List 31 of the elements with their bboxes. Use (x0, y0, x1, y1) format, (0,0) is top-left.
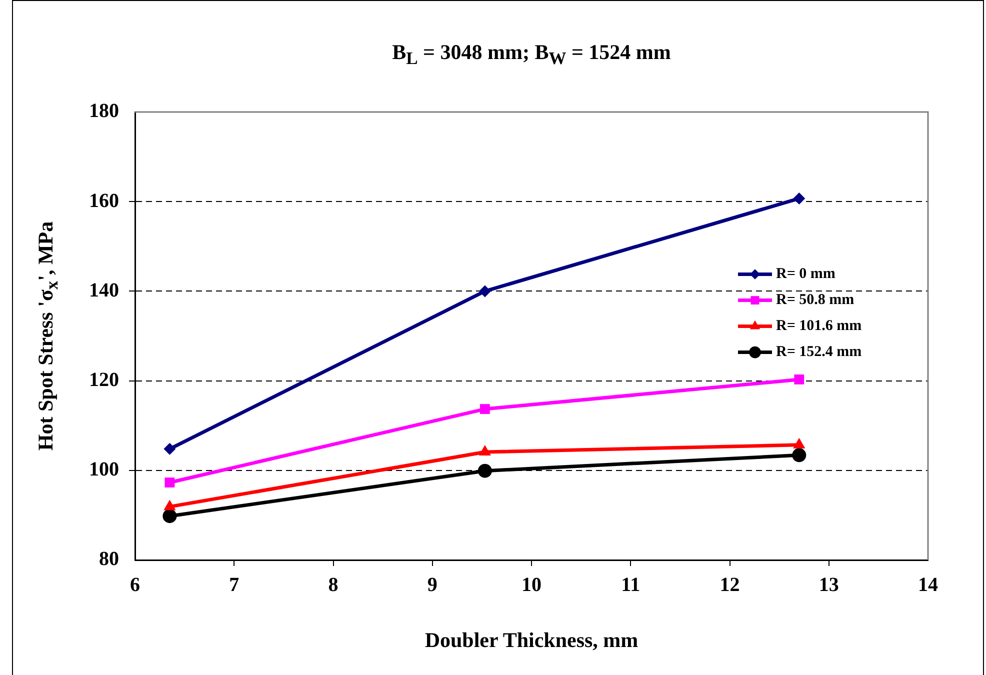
point (162, 509, 177, 524)
x-tick-label: 12 (720, 574, 740, 596)
y-tick-label: 100 (89, 458, 119, 481)
x-tick-label: 14 (918, 574, 938, 596)
legend-label: R= 50.8 mm (776, 292, 855, 308)
point (792, 448, 806, 462)
point (478, 285, 491, 298)
point (478, 445, 491, 456)
point (794, 374, 804, 384)
point (478, 464, 492, 478)
x-tick-label: 9 (427, 574, 438, 596)
point (164, 478, 175, 488)
legend-label: R= 152.4 mm (776, 344, 862, 360)
x-tick-label: 11 (621, 574, 640, 596)
point (164, 442, 176, 455)
x-axis-title: Doubler Thickness, mm (424, 628, 640, 653)
legend-label: R= 101.6 mm (776, 318, 862, 334)
legend-label: R= 0 mm (776, 266, 836, 282)
y-tick-label: 160 (89, 190, 119, 212)
y-tick-label: 80 (99, 548, 119, 570)
x-tick-label: 6 (130, 574, 140, 596)
y-tick-label: 180 (89, 100, 119, 122)
x-tick-label: 10 (522, 574, 542, 596)
point (793, 192, 806, 204)
point (480, 404, 490, 414)
y-tick-label: 140 (89, 279, 119, 302)
x-tick-label: 8 (328, 574, 338, 596)
y-tick-label: 120 (89, 368, 119, 391)
x-tick-label: 13 (818, 574, 839, 596)
chart-title: B$_{L}$ = 3048 mm; B$_{W}$ = 1524 mm (391, 40, 672, 70)
x-tick-label: 7 (229, 574, 240, 596)
